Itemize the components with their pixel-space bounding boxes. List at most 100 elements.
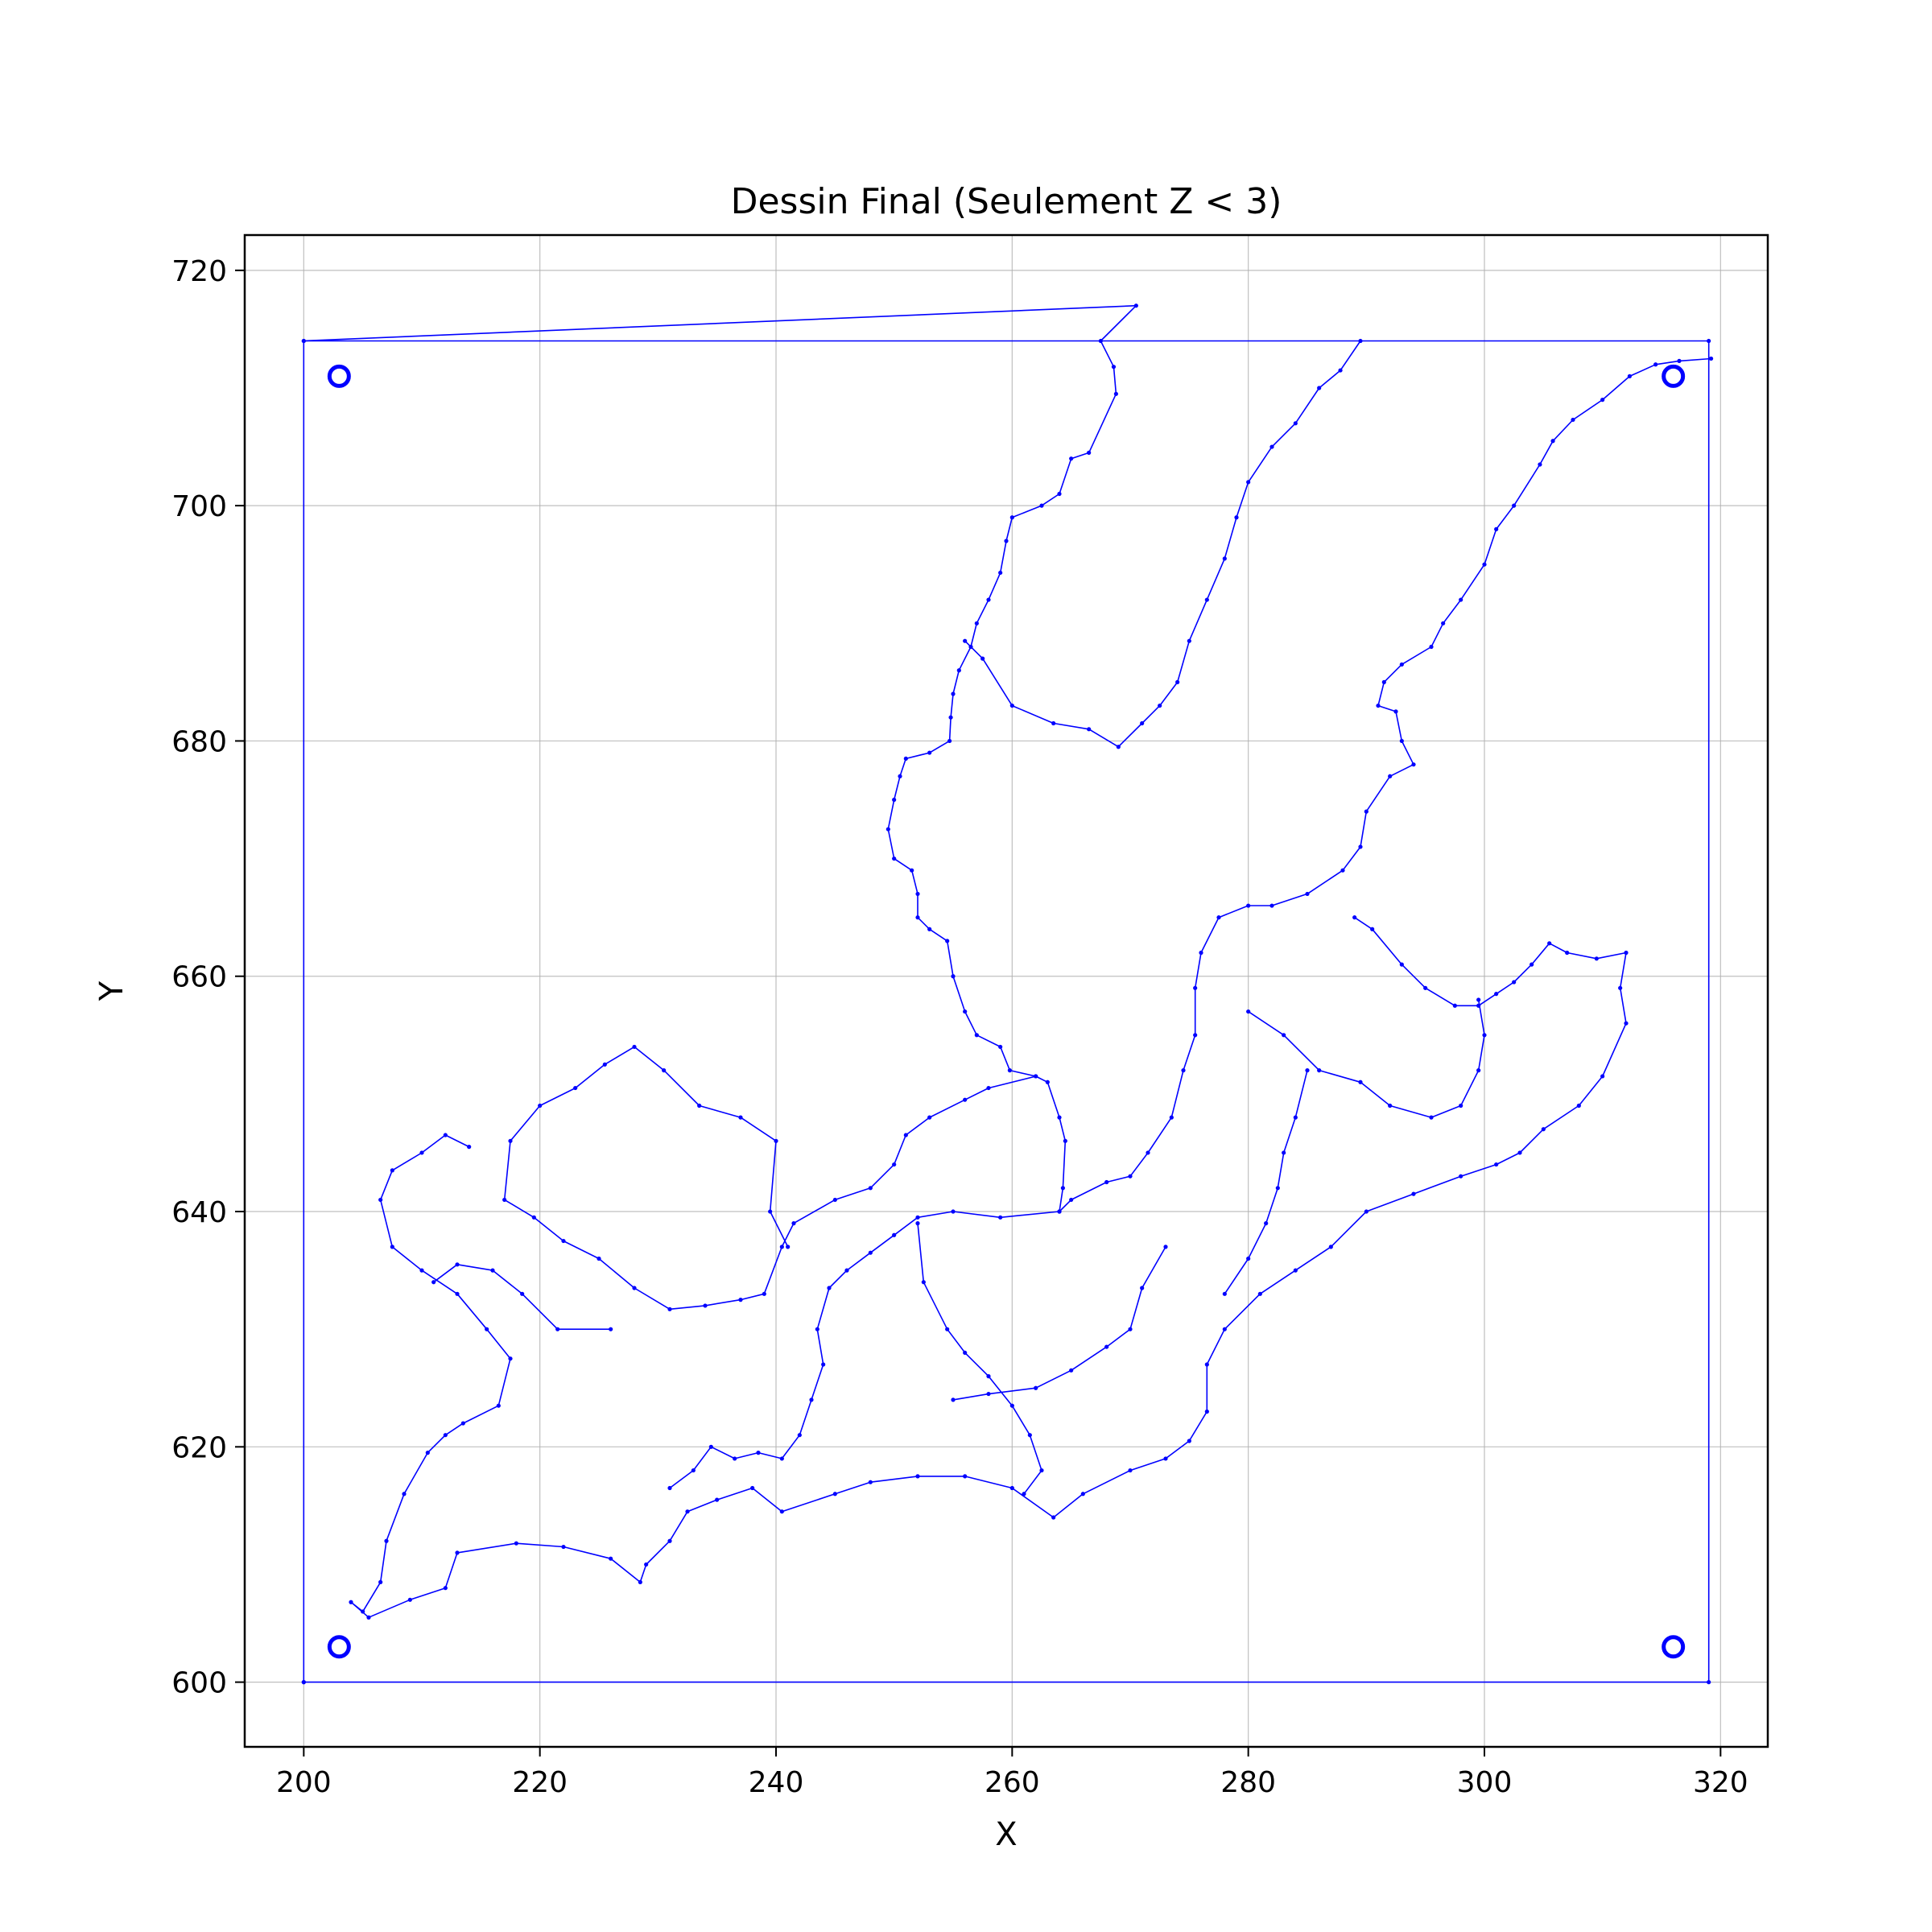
series-point — [1305, 891, 1310, 897]
series-point — [1429, 644, 1434, 650]
series-point — [402, 1492, 407, 1496]
series-point — [691, 1468, 696, 1473]
series-point — [1547, 941, 1552, 946]
series-point — [1027, 1433, 1032, 1438]
series-point — [1246, 1009, 1251, 1014]
series-point — [632, 1044, 637, 1050]
series-point — [443, 1433, 448, 1438]
series-point — [844, 1268, 849, 1273]
y-axis-label: Y — [93, 980, 130, 1001]
series-point — [1459, 1174, 1463, 1179]
series-point — [1482, 562, 1487, 567]
series-line-8 — [1248, 999, 1485, 1118]
series-point — [1512, 980, 1517, 985]
series-point — [1264, 1221, 1269, 1226]
series-point — [1128, 1468, 1133, 1473]
series-point — [1193, 985, 1198, 990]
series-point — [1234, 515, 1239, 520]
series-point — [963, 1009, 968, 1014]
series-point — [1423, 985, 1428, 990]
series-point — [1565, 950, 1570, 956]
series-point — [951, 1209, 956, 1214]
series-point — [1009, 515, 1014, 520]
series-point — [1399, 738, 1404, 744]
series-point — [915, 891, 920, 897]
series-line-9 — [433, 1264, 611, 1330]
series-point — [868, 1480, 873, 1484]
series-point — [1060, 1186, 1065, 1191]
series-point — [455, 1550, 460, 1555]
series-point — [1370, 927, 1375, 931]
series-point — [974, 1033, 979, 1038]
series-point — [561, 1544, 566, 1550]
series-point — [927, 750, 932, 755]
series-point — [602, 1062, 607, 1067]
x-tick-label: 280 — [1220, 1766, 1276, 1799]
x-tick-label: 240 — [749, 1766, 804, 1799]
series-point — [915, 1221, 920, 1226]
series-point — [685, 1509, 690, 1514]
series-line-6 — [669, 1211, 1060, 1489]
series-point — [1541, 1127, 1546, 1132]
series-point — [609, 1327, 613, 1331]
series-point — [1618, 985, 1623, 990]
series-point — [1222, 556, 1227, 561]
series-point — [1476, 1068, 1481, 1073]
series-point — [1707, 1680, 1711, 1685]
series-point — [514, 1541, 518, 1546]
series-point — [963, 638, 968, 643]
series-point — [1494, 1162, 1499, 1167]
series-point — [1175, 679, 1180, 684]
series-point — [998, 1044, 1003, 1050]
series-point — [443, 1133, 448, 1137]
series-point — [768, 1209, 773, 1214]
series-point — [1494, 992, 1499, 997]
y-tick-label: 680 — [171, 725, 227, 758]
series-point — [1293, 1268, 1298, 1273]
series-point — [1057, 1115, 1062, 1120]
series-point — [1399, 662, 1404, 667]
series-point — [963, 1350, 968, 1356]
series-point — [361, 1609, 365, 1614]
series-point — [638, 1579, 642, 1584]
chart-title: Dessin Final (Seulement Z < 3) — [731, 181, 1282, 222]
series-point — [1069, 456, 1074, 461]
series-point — [520, 1291, 525, 1296]
series-point — [485, 1327, 489, 1331]
series-point — [963, 1474, 968, 1479]
series-point — [1051, 1515, 1056, 1520]
series-point — [1429, 1115, 1434, 1120]
series-point — [425, 1451, 430, 1455]
series-point — [1364, 1209, 1368, 1214]
series-point — [1080, 1492, 1085, 1496]
series-point — [832, 1197, 837, 1203]
series-point — [1051, 720, 1056, 726]
series-point — [1517, 1150, 1522, 1155]
series-point — [1069, 1197, 1074, 1203]
series-point — [1039, 1468, 1044, 1473]
series-point — [1057, 1209, 1062, 1214]
series-point — [1576, 1103, 1581, 1108]
series-point — [945, 1327, 950, 1331]
series-point — [1004, 539, 1009, 543]
series-point — [1146, 1150, 1150, 1155]
series-point — [1411, 762, 1416, 767]
series-point — [1340, 868, 1345, 873]
series-point — [1140, 1286, 1145, 1290]
axes-frame — [243, 233, 1769, 1748]
series-point — [301, 1680, 306, 1685]
series-point — [774, 1138, 778, 1143]
series-point — [455, 1262, 460, 1267]
series-point — [951, 974, 956, 979]
series-point — [431, 1280, 436, 1285]
series-point — [378, 1197, 383, 1203]
series-point — [945, 939, 950, 943]
series-point — [1034, 1385, 1038, 1390]
series-point — [1187, 1439, 1191, 1443]
series-point — [951, 691, 956, 696]
series-point — [1538, 462, 1542, 467]
series-point — [1009, 1403, 1014, 1408]
series-point — [1376, 703, 1381, 708]
series-point — [1140, 720, 1145, 726]
series-point — [1530, 962, 1534, 967]
